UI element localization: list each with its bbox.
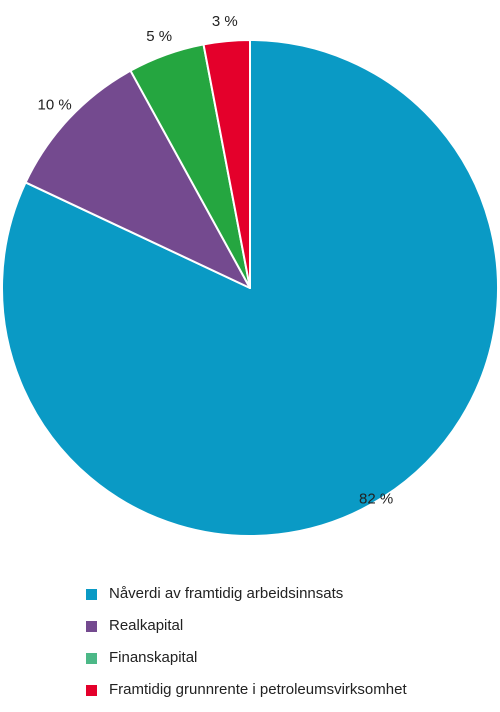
legend-item: Nåverdi av framtidig arbeidsinnsats <box>86 584 496 604</box>
pie-chart: 82 % 10 % 5 % 3 % <box>1 13 499 537</box>
pie-label-realkapital: 10 % <box>37 97 71 114</box>
pie-slice-framtidig-grunnrente-i-petroleumsvirksomhet <box>202 39 251 289</box>
legend-item: Framtidig grunnrente i petroleumsvirksom… <box>86 680 496 700</box>
pie-label-framtidig-grunnrente-i-petroleumsvirksomhet: 3 % <box>212 13 238 30</box>
pie-slice-realkapital <box>24 69 251 289</box>
legend-swatch <box>86 684 97 696</box>
legend: Nåverdi av framtidig arbeidsinnsats Real… <box>86 584 496 712</box>
legend-swatch <box>86 652 97 664</box>
pie-label-naverdi-av-framtidig-arbeidsinnsats: 82 % <box>359 491 393 508</box>
legend-label: Nåverdi av framtidig arbeidsinnsats <box>109 585 344 602</box>
legend-label: Realkapital <box>109 617 184 634</box>
legend-item: Realkapital <box>86 616 496 636</box>
legend-item: Finanskapital <box>86 648 496 668</box>
pie-data-labels: 82 % 10 % 5 % 3 % <box>37 13 393 507</box>
pie-label-finanskapital: 5 % <box>146 28 172 45</box>
legend-label: Finanskapital <box>109 649 198 666</box>
legend-label: Framtidig grunnrente i petroleumsvirksom… <box>109 681 407 698</box>
legend-swatch <box>86 620 97 632</box>
legend-swatch <box>86 588 97 600</box>
pie-chart-svg: 82 % 10 % 5 % 3 % <box>1 13 499 537</box>
pie-slices <box>1 39 499 537</box>
